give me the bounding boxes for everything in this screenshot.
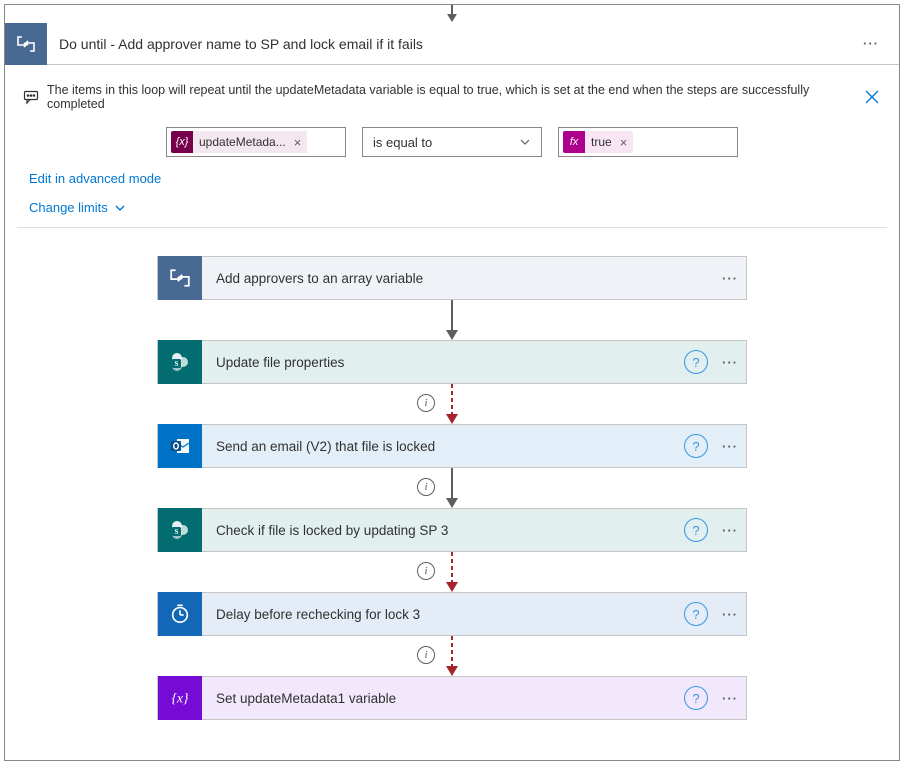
step-icon: S <box>158 508 202 552</box>
step-title: Delay before rechecking for lock 3 <box>202 607 684 622</box>
do-until-title: Do until - Add approver name to SP and l… <box>47 36 855 52</box>
chevron-down-icon <box>114 202 126 214</box>
help-icon[interactable]: ? <box>684 350 708 374</box>
help-icon[interactable]: ? <box>684 602 708 626</box>
info-badge[interactable]: i <box>417 394 435 412</box>
step-title: Add approvers to an array variable <box>202 271 714 286</box>
expression-token-icon: fx <box>563 131 585 153</box>
step-card[interactable]: {x} Set updateMetadata1 variable?··· <box>157 676 747 720</box>
comment-icon <box>23 89 39 105</box>
incoming-connector <box>5 5 899 23</box>
svg-text:{x}: {x} <box>171 691 189 706</box>
step-menu-button[interactable]: ··· <box>714 346 746 378</box>
step-title: Update file properties <box>202 355 684 370</box>
step-icon <box>158 256 202 300</box>
connector: i <box>157 552 747 592</box>
help-icon[interactable]: ? <box>684 686 708 710</box>
step-menu-button[interactable]: ··· <box>714 682 746 714</box>
step-icon <box>158 424 202 468</box>
remove-left-token-button[interactable]: × <box>292 135 308 150</box>
step-menu-button[interactable]: ··· <box>714 514 746 546</box>
variable-token-label: updateMetada... <box>193 135 292 149</box>
connector <box>157 300 747 340</box>
note-text: The items in this loop will repeat until… <box>47 83 855 111</box>
edit-advanced-mode-link[interactable]: Edit in advanced mode <box>29 171 875 186</box>
info-badge[interactable]: i <box>417 478 435 496</box>
condition-operator-select[interactable]: is equal to <box>362 127 542 157</box>
step-card[interactable]: Delay before rechecking for lock 3?··· <box>157 592 747 636</box>
steps-area: Add approvers to an array variable···SUp… <box>5 228 899 760</box>
info-badge[interactable]: i <box>417 562 435 580</box>
variable-token-icon: {x} <box>171 131 193 153</box>
change-limits-link[interactable]: Change limits <box>29 200 875 215</box>
operator-label: is equal to <box>373 135 432 150</box>
step-title: Send an email (V2) that file is locked <box>202 439 684 454</box>
step-icon: {x} <box>158 676 202 720</box>
do-until-container: Do until - Add approver name to SP and l… <box>4 4 900 761</box>
condition-right-operand[interactable]: fx true × <box>558 127 738 157</box>
connector: i <box>157 384 747 424</box>
connector: i <box>157 636 747 676</box>
condition-row: {x} updateMetada... × is equal to fx tru… <box>5 121 899 169</box>
header-menu-button[interactable]: ··· <box>855 28 887 60</box>
condition-left-operand[interactable]: {x} updateMetada... × <box>166 127 346 157</box>
connector: i <box>157 468 747 508</box>
svg-text:S: S <box>175 360 179 368</box>
do-until-header[interactable]: Do until - Add approver name to SP and l… <box>5 23 899 65</box>
step-menu-button[interactable]: ··· <box>714 598 746 630</box>
help-icon[interactable]: ? <box>684 434 708 458</box>
expression-token-label: true <box>585 135 618 149</box>
dismiss-note-button[interactable] <box>863 88 881 106</box>
step-card[interactable]: S Check if file is locked by updating SP … <box>157 508 747 552</box>
step-menu-button[interactable]: ··· <box>714 430 746 462</box>
info-badge[interactable]: i <box>417 646 435 664</box>
chevron-down-icon <box>519 136 531 148</box>
svg-text:S: S <box>175 528 179 536</box>
step-title: Set updateMetadata1 variable <box>202 691 684 706</box>
step-card[interactable]: Add approvers to an array variable··· <box>157 256 747 300</box>
remove-right-token-button[interactable]: × <box>618 135 634 150</box>
step-menu-button[interactable]: ··· <box>714 262 746 294</box>
step-icon <box>158 592 202 636</box>
change-limits-label: Change limits <box>29 200 108 215</box>
step-card[interactable]: S Update file properties?··· <box>157 340 747 384</box>
step-icon: S <box>158 340 202 384</box>
help-icon[interactable]: ? <box>684 518 708 542</box>
step-title: Check if file is locked by updating SP 3 <box>202 523 684 538</box>
condition-links: Edit in advanced mode Change limits <box>5 169 899 227</box>
do-until-icon <box>5 23 47 65</box>
loop-note: The items in this loop will repeat until… <box>5 65 899 121</box>
step-card[interactable]: Send an email (V2) that file is locked?·… <box>157 424 747 468</box>
